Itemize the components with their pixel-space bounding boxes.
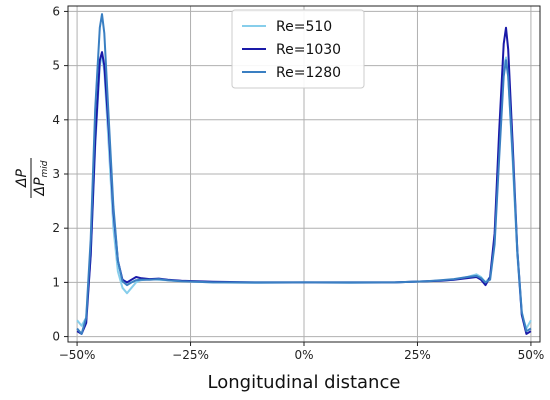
- legend-label-re1030: Re=1030: [276, 42, 341, 58]
- x-tick-label: 0%: [294, 348, 313, 362]
- y-axis-label-numerator: ΔP: [14, 168, 30, 188]
- legend: Re=510 Re=1030 Re=1280: [231, 9, 365, 89]
- y-tick-label: 3: [52, 167, 60, 181]
- x-tick-label: −50%: [59, 348, 96, 362]
- x-tick-label: 25%: [404, 348, 431, 362]
- legend-label-re510: Re=510: [276, 19, 332, 35]
- x-tick-label: −25%: [172, 348, 209, 362]
- y-tick-label: 6: [52, 4, 60, 18]
- y-axis-label-denominator: ΔPmid: [32, 160, 50, 196]
- y-tick-label: 2: [52, 221, 60, 235]
- y-tick-label: 4: [52, 113, 60, 127]
- series-line-re1280: [76, 13, 532, 335]
- axis-ticks: −50% −25% 0% 25% 50% 0 1 2 3 4 5 6: [52, 4, 544, 362]
- y-axis-label-denominator-sub: mid: [40, 160, 50, 177]
- x-axis-label: Longitudinal distance: [208, 372, 401, 393]
- series-lines: [76, 13, 532, 335]
- legend-box: [231, 9, 365, 89]
- y-axis-label-denominator-main: ΔP: [32, 177, 48, 197]
- y-tick-label: 1: [52, 275, 60, 289]
- y-tick-label: 0: [52, 330, 60, 344]
- y-tick-label: 5: [52, 59, 60, 73]
- x-tick-label: 50%: [518, 348, 545, 362]
- y-axis-label: ΔP ΔPmid: [14, 158, 50, 198]
- legend-label-re1280: Re=1280: [276, 65, 341, 81]
